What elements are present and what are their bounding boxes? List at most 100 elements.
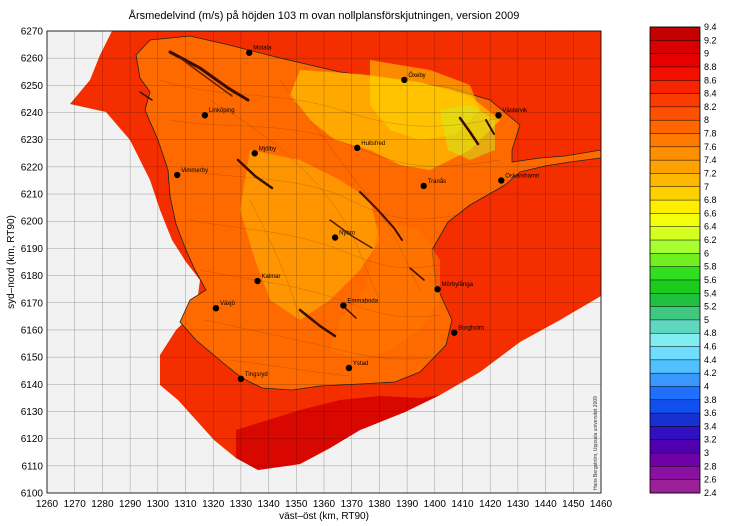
x-tick-label: 1320 [202,499,225,510]
colorbar-swatch [650,146,700,161]
y-tick-label: 6110 [21,461,43,472]
y-tick-label: 6240 [21,108,44,119]
y-tick-label: 6120 [21,434,44,445]
place-dot [254,277,261,285]
colorbar-label: 8.8 [704,62,717,72]
colorbar-label: 3.8 [704,395,717,405]
place-label: Oskarshamn [505,173,539,179]
colorbar-swatch [650,399,700,414]
colorbar: 9.4 9.2 9 8.8 8.6 8.4 8.2 8 7.8 7.6 7.4 7.2 7 6.8 6.6 6… [649,22,717,498]
colorbar-swatch [650,453,700,467]
x-tick-label: 1360 [313,499,336,510]
colorbar-label: 7.6 [704,142,717,152]
y-tick-label: 6220 [21,162,44,173]
colorbar-swatch [650,53,700,68]
y-tick-label: 6160 [21,325,44,336]
colorbar-label: 3.4 [704,421,717,431]
colorbar-swatch [650,333,700,347]
colorbar-label: 2.4 [704,488,717,498]
colorbar-swatch [650,93,700,108]
place-dot [354,144,361,152]
colorbar-swatch [650,373,700,387]
colorbar-swatch [650,40,700,54]
colorbar-label: 7.4 [704,155,717,165]
place-label: Tingsryd [245,372,268,378]
place-label: Emmaboda [347,298,378,304]
upland-zone-green [440,105,495,160]
colorbar-label: 7.2 [704,168,717,178]
colorbar-swatch [650,240,700,254]
colorbar-swatch [650,306,700,321]
colorbar-swatch [650,479,700,494]
colorbar-swatch [650,466,700,480]
colorbar-label: 9.4 [704,22,717,32]
x-tick-label: 1280 [91,499,114,510]
colorbar-swatch [650,279,700,294]
y-tick-label: 6190 [21,244,44,255]
colorbar-swatch [650,80,700,94]
place-markers: Motala Öxeby Linköping Västervik Mjölby Hults… [173,46,539,383]
colorbar-label: 4.2 [704,368,717,378]
y-tick-label: 6230 [21,135,44,146]
place-label: Motala [253,46,272,52]
colorbar-swatch [650,386,700,400]
place-dot [450,329,458,336]
place-dot [498,177,505,184]
credit-text: Hans Bergström, Uppsala universitet 2009 [593,396,599,490]
place-label: Ystad [353,361,368,367]
x-tick-label: 1430 [507,499,530,510]
place-dot [201,112,209,119]
colorbar-swatch [650,359,700,374]
colorbar-label: 4.8 [704,328,717,338]
plot-frame [46,30,602,494]
x-tick-label: 1370 [341,499,364,510]
place-dot [495,112,502,119]
place-dot [401,76,408,84]
x-tick-label: 1290 [119,499,142,510]
x-tick-label: 1300 [147,499,170,510]
place-dot [434,285,441,293]
x-axis-ticks: 1260 1270 1280 1290 1300 1310 1320 1330 1340 1350… [36,499,613,510]
y-tick-label: 6150 [21,353,44,364]
colorbar-label: 6.4 [704,222,717,232]
colorbar-label: 3 [704,448,709,458]
colorbar-label: 4.4 [704,355,717,365]
place-dot [212,305,220,312]
place-label: Öxeby [408,72,425,79]
colorbar-label: 5.8 [704,262,717,272]
y-tick-label: 6140 [21,380,44,391]
y-tick-label: 6200 [21,217,44,228]
colorbar-label: 3.6 [704,408,717,418]
colorbar-swatch [650,106,700,121]
colorbar-label: 4 [704,381,709,391]
colorbar-swatch [650,413,700,427]
colorbar-swatch [650,346,700,361]
lowland-east [330,220,440,360]
colorbar-label: 5.4 [704,288,717,298]
colorbar-label: 8.2 [704,102,717,112]
colorbar-swatch [650,426,700,440]
colorbar-label: 8.4 [704,89,717,99]
colorbar-swatch [650,27,700,41]
colorbar-label: 2.8 [704,461,717,471]
chart-title: Årsmedelvind (m/s) på höjden 103 m ovan … [129,9,520,22]
colorbar-swatch [650,253,700,267]
place-dot [251,150,258,157]
place-label: Kalmar [262,274,281,280]
place-dot [331,234,339,241]
colorbar-label: 6 [704,248,709,258]
y-tick-label: 6270 [21,27,44,38]
colorbar-swatch [650,213,700,227]
colorbar-label: 9.2 [704,35,717,45]
colorbar-swatch [650,226,700,241]
x-axis-label: väst–öst (km, RT90) [279,511,369,522]
colorbar-swatch [650,160,700,174]
place-label: Växjö [220,301,236,307]
x-tick-label: 1450 [562,499,585,510]
place-label: Nybro [339,231,356,237]
wind-field [70,31,601,470]
colorbar-swatch [650,66,700,81]
x-tick-label: 1400 [424,499,447,510]
y-tick-label: 6210 [21,190,44,201]
colorbar-label: 5 [704,315,709,325]
